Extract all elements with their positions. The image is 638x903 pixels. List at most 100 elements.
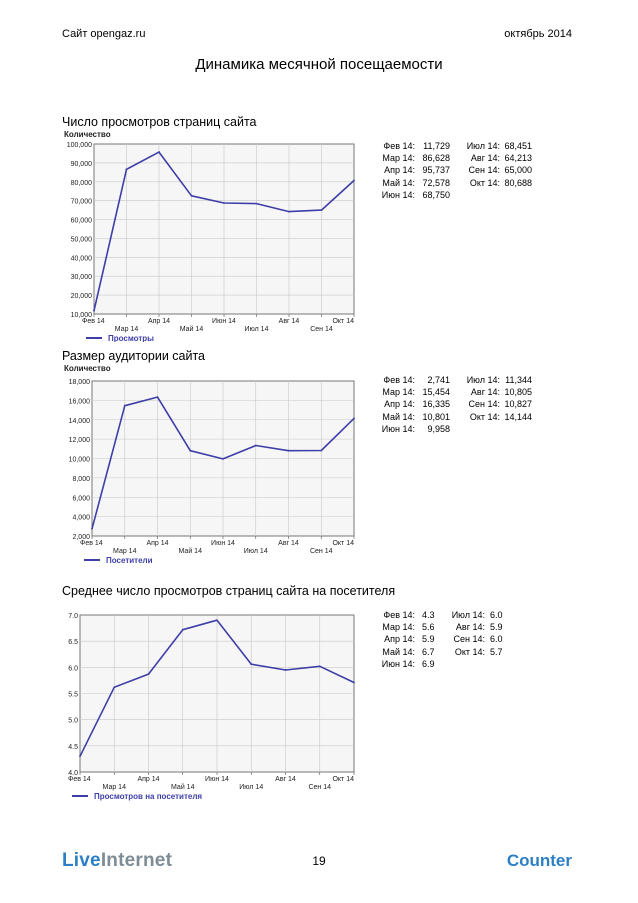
x-tick-label: Май 14 — [171, 783, 195, 791]
table-label: Мар 14: — [382, 153, 415, 164]
x-tick-label: Июн 14 — [211, 540, 235, 547]
x-tick-label: Мар 14 — [113, 548, 137, 555]
table-label: Май 14: — [382, 646, 415, 657]
y-tick-label: 5.0 — [68, 718, 78, 725]
x-tick-label: Апр 14 — [137, 776, 159, 783]
legend-label: Просмотры — [108, 334, 154, 342]
data-point — [284, 669, 287, 671]
table-label: Мар 14: — [382, 387, 415, 398]
y-tick-label: 20,000 — [71, 293, 93, 300]
y-tick-label: 90,000 — [71, 161, 93, 168]
y-tick-label: 6.0 — [68, 665, 78, 672]
pageviews-chart: Количество 10,000 20,000 30,000 40,000 50,000… — [64, 130, 355, 342]
data-point — [254, 444, 257, 447]
table-value: 6.9 — [422, 658, 435, 669]
table-value: 14,144 — [504, 411, 532, 422]
table-value: 5.6 — [422, 622, 435, 633]
liveinternet-logo: LiveInternet — [62, 850, 173, 871]
y-tick-label: 6,000 — [72, 495, 90, 502]
table-label: Июл 14: — [466, 375, 500, 385]
table-label: Июн 14: — [381, 423, 415, 434]
y-tick-label: 100,000 — [67, 142, 92, 149]
table-value: 16,335 — [422, 399, 450, 410]
table-label: Фев 14: — [383, 141, 415, 151]
table-value: 95,737 — [422, 165, 450, 176]
x-tick-label: Сен 14 — [310, 548, 333, 555]
y-tick-label: 10,000 — [69, 457, 91, 464]
table-value: 11,729 — [423, 141, 450, 151]
y-tick-label: 12,000 — [69, 437, 91, 444]
table-value: 9,958 — [427, 423, 450, 434]
data-point — [223, 202, 225, 204]
table-label: Сен 14: — [468, 399, 501, 410]
table-label: Окт 14: — [469, 177, 500, 188]
y-tick-label: 70,000 — [71, 199, 93, 206]
y-tick-label: 4.0 — [68, 770, 78, 777]
table-value: 6.0 — [490, 634, 503, 645]
counter-brand: Counter — [506, 851, 572, 870]
y-tick-label: 8,000 — [72, 476, 90, 483]
legend-label: Посетители — [106, 556, 153, 565]
table-label: Авг 14: — [470, 387, 500, 398]
x-tick-label: Июн 14 — [212, 318, 236, 325]
table-value: 2,741 — [427, 375, 450, 385]
header-site: Сайт opengaz.ru — [62, 28, 146, 40]
section-heading-pageviews: Число просмотров страниц сайта — [62, 115, 257, 129]
data-point — [113, 686, 116, 689]
x-tick-label: Мар 14 — [103, 784, 127, 791]
y-tick-label: 7.0 — [68, 613, 78, 620]
data-point — [320, 209, 323, 212]
x-tick-label: Июл 14 — [245, 326, 269, 333]
x-tick-label: Май 14 — [180, 325, 204, 333]
data-point — [287, 449, 290, 452]
y-tick-label: 50,000 — [71, 236, 93, 243]
y-tick-label: 18,000 — [69, 379, 91, 386]
views-per-visitor-table: Фев 14: 4.3 Мар 14: 5.6 Апр 14: 5.9 Май 14: 6.7… — [370, 609, 585, 679]
table-label: Фев 14: — [383, 375, 415, 385]
y-tick-label: 40,000 — [71, 255, 93, 262]
table-label: Июн 14: — [381, 658, 415, 669]
data-point — [222, 458, 224, 460]
data-point — [320, 449, 323, 452]
table-label: Авг 14: — [455, 622, 485, 633]
table-label: Июл 14: — [466, 141, 500, 151]
table-value: 10,801 — [422, 411, 450, 422]
data-point — [255, 202, 258, 205]
x-tick-label: Фев 14 — [68, 776, 91, 783]
table-label: Сен 14: — [453, 634, 486, 645]
y-tick-label: 14,000 — [69, 418, 91, 425]
table-label: Май 14: — [382, 411, 415, 422]
x-tick-label: Авг 14 — [278, 540, 299, 547]
x-tick-label: Мар 14 — [115, 326, 139, 333]
table-value: 64,213 — [504, 153, 532, 164]
x-tick-label: Сен 14 — [310, 326, 333, 333]
data-point — [158, 151, 160, 153]
audience-chart: Количество 2,000 4,000 6,000 8,000 10,000 12,0… — [64, 364, 355, 565]
data-point — [125, 168, 128, 171]
pageviews-table: Фев 14: 11,729 Мар 14: 86,628 Апр 14: 95,737 М… — [370, 140, 585, 210]
table-value: 5.7 — [490, 646, 503, 657]
table-value: 5.9 — [422, 634, 435, 645]
x-tick-label: Апр 14 — [148, 318, 170, 325]
data-point — [123, 404, 126, 407]
x-tick-label: Авг 14 — [279, 318, 300, 325]
y-tick-label: 10,000 — [71, 312, 93, 319]
section-heading-audience: Размер аудитории сайта — [62, 349, 206, 363]
x-tick-label: Фев 14 — [80, 540, 103, 547]
x-tick-label: Июл 14 — [244, 548, 268, 555]
data-point — [156, 396, 159, 399]
x-tick-label: Фев 14 — [82, 318, 105, 325]
table-value: 80,688 — [504, 177, 532, 188]
data-point — [353, 179, 355, 182]
x-tick-label: Июл 14 — [239, 784, 263, 791]
y-axis-label: Количество — [64, 364, 111, 373]
table-value: 86,628 — [422, 153, 450, 164]
data-point — [190, 194, 193, 197]
table-value: 72,578 — [422, 177, 450, 188]
table-label: Фев 14: — [383, 610, 415, 620]
x-tick-label: Окт 14 — [332, 776, 354, 783]
data-point — [79, 755, 81, 758]
data-point — [216, 619, 218, 622]
y-tick-label: 4,000 — [72, 515, 90, 522]
table-label: Сен 14: — [468, 165, 501, 176]
